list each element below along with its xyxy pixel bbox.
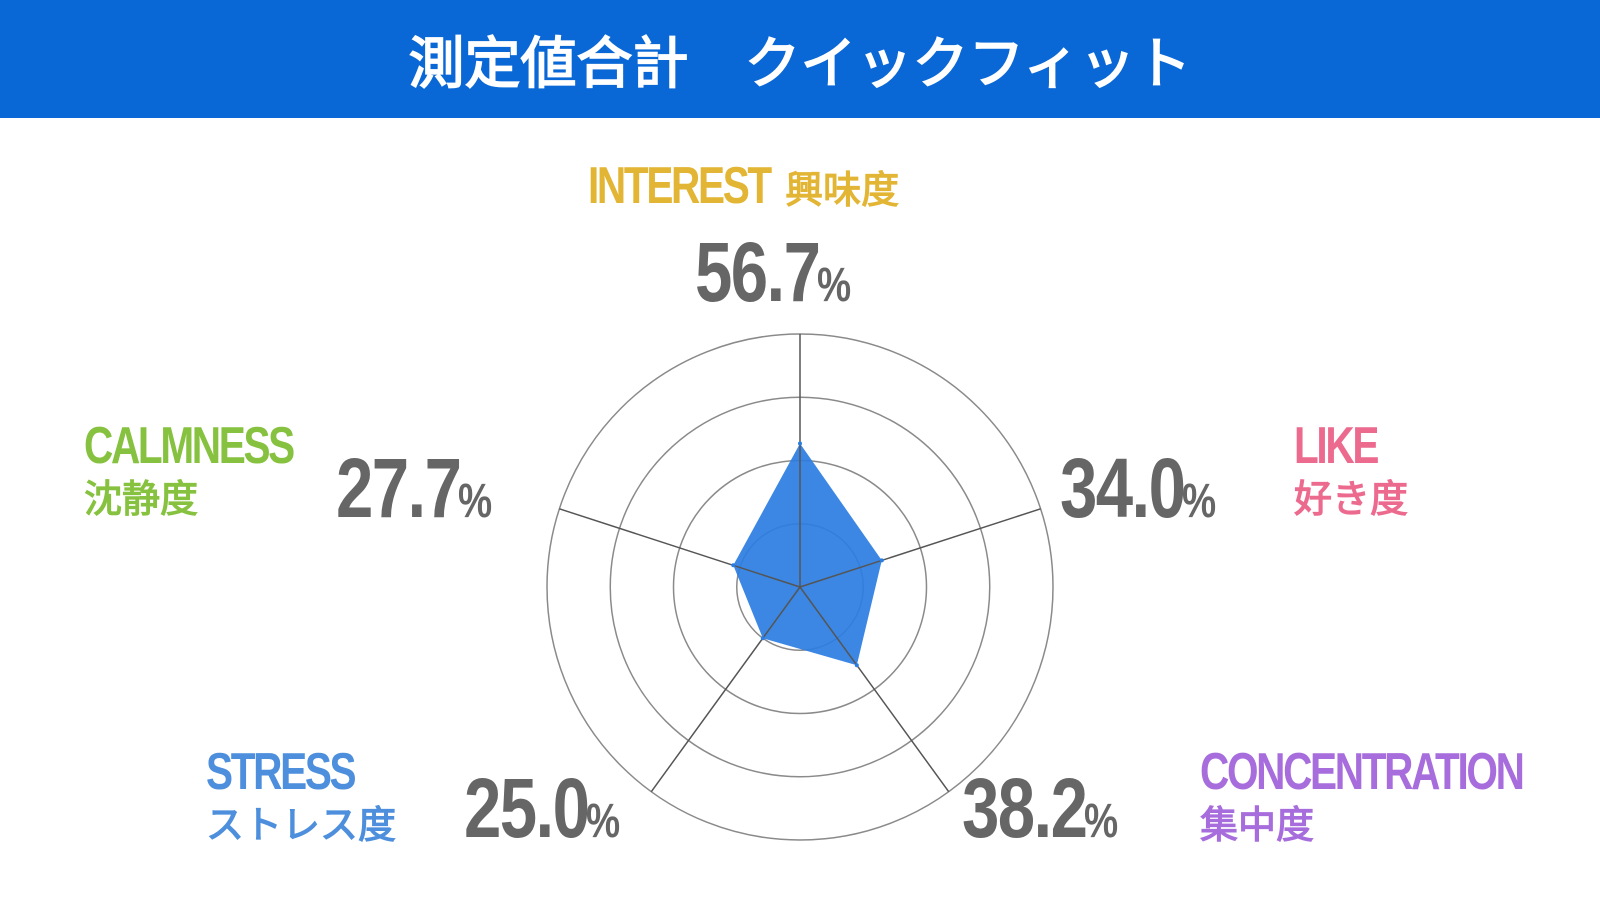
like-label-en: LIKE [1294,417,1379,475]
concentration-value-unit: % [1083,795,1118,848]
radar-point-concentration [854,663,859,668]
radar-data-area [733,443,882,666]
concentration-value-number: 38.2 [962,761,1088,855]
page-title: 測定値合計 クイックフィット [408,31,1192,97]
stress-value-unit: % [585,795,620,848]
like-label-jp: 好き度 [1294,477,1409,521]
title-bar: 測定値合計 クイックフィット [0,0,1600,118]
calmness-value-unit: % [457,475,492,528]
calmness-label-en: CALMNESS [84,417,295,475]
stress-label-jp: ストレス度 [206,803,397,847]
interest-label-jp: 興味度 [785,168,900,212]
radar-axis-like [799,508,1041,588]
radar-point-interest [798,441,802,446]
stress-value-number: 25.0 [464,761,590,855]
radar-axis-concentration [799,586,950,793]
calmness-value: 27.7% [336,446,500,530]
concentration-label-en: CONCENTRATION [1200,743,1525,801]
interest-value-number: 56.7 [695,225,821,319]
concentration-label-jp: 集中度 [1200,803,1315,847]
interest-label: INTEREST 興味度 [588,160,968,212]
stress-label: STRESS ストレス度 [206,746,396,844]
interest-label-en: INTEREST [588,157,772,215]
concentration-label: CONCENTRATION 集中度 [1200,746,1600,844]
calmness-label-jp: 沈静度 [84,477,199,521]
radar-point-calmness [731,563,736,568]
radar-point-like [879,558,884,563]
radar-point-stress [760,636,765,641]
like-value-number: 34.0 [1060,441,1186,535]
like-label: LIKE 好き度 [1294,420,1408,518]
calmness-value-number: 27.7 [336,441,462,535]
radar-axis-stress [650,586,801,793]
calmness-label: CALMNESS 沈静度 [84,420,352,518]
interest-value: 56.7% [695,230,859,314]
like-value: 34.0% [1060,446,1224,530]
like-value-unit: % [1181,475,1216,528]
radar-axis-calmness [559,508,801,588]
interest-value-unit: % [816,259,851,312]
concentration-value: 38.2% [962,766,1126,850]
stress-label-en: STRESS [206,743,357,801]
stress-value: 25.0% [464,766,628,850]
